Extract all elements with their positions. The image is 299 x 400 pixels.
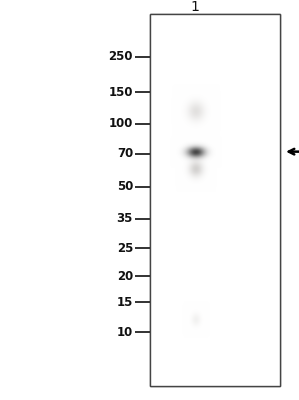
- Text: 10: 10: [117, 326, 133, 338]
- Text: 100: 100: [109, 117, 133, 130]
- Text: 15: 15: [117, 296, 133, 309]
- Text: 1: 1: [190, 0, 199, 14]
- Text: 25: 25: [117, 242, 133, 255]
- Text: 35: 35: [117, 212, 133, 225]
- Bar: [150, 14, 280, 386]
- Bar: [150, 14, 280, 386]
- Text: 150: 150: [109, 86, 133, 99]
- Text: 50: 50: [117, 180, 133, 194]
- Text: 250: 250: [109, 50, 133, 63]
- Text: 70: 70: [117, 147, 133, 160]
- Text: 20: 20: [117, 270, 133, 283]
